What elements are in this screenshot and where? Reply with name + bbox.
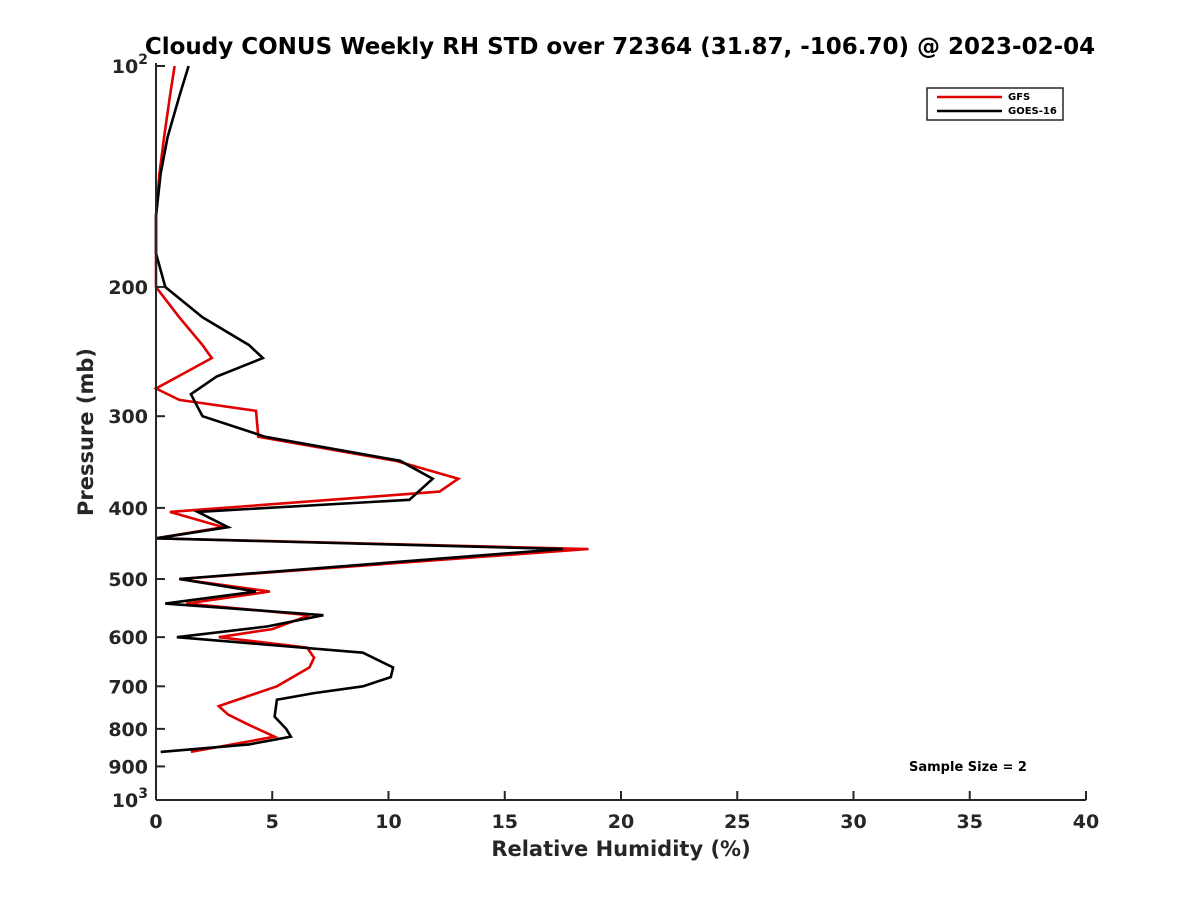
y-tick-exponent: 3 [138, 786, 148, 802]
y-tick-label: 200 [108, 277, 148, 299]
x-tick-label: 10 [375, 811, 401, 833]
y-tick-label: 500 [108, 569, 148, 591]
legend-label-gfs: GFS [1008, 92, 1030, 103]
x-tick-label: 25 [724, 811, 750, 833]
x-tick-label: 20 [608, 811, 634, 833]
x-axis-label: Relative Humidity (%) [491, 837, 750, 861]
legend: GFS GOES-16 [926, 87, 1064, 121]
x-tick-label: 30 [840, 811, 866, 833]
sample-size-annotation: Sample Size = 2 [909, 760, 1027, 775]
x-tick-label: 15 [492, 811, 518, 833]
series-line-gfs [153, 65, 589, 754]
y-axis-label: Pressure (mb) [74, 348, 98, 516]
y-tick-base: 10 [112, 56, 138, 78]
series-line-goes16 [154, 65, 564, 754]
y-tick-label: 900 [108, 756, 148, 778]
y-tick-label: 103 [112, 786, 148, 812]
y-tick-label: 400 [108, 498, 148, 520]
x-tick-label: 35 [957, 811, 983, 833]
x-tick-label: 40 [1073, 811, 1099, 833]
y-tick-label: 800 [108, 719, 148, 741]
y-tick-label: 600 [108, 627, 148, 649]
y-tick-base: 10 [112, 790, 138, 812]
legend-box [926, 87, 1064, 121]
chart-title: Cloudy CONUS Weekly RH STD over 72364 (3… [145, 34, 1095, 60]
x-ticks: 0 5 10 15 20 25 30 35 40 [149, 791, 1099, 833]
y-tick-label: 700 [108, 676, 148, 698]
y-tick-label: 300 [108, 406, 148, 428]
legend-label-goes16: GOES-16 [1008, 106, 1057, 117]
series-layer [153, 65, 589, 754]
x-tick-label: 0 [149, 811, 162, 833]
x-tick-label: 5 [266, 811, 279, 833]
y-tick-exponent: 2 [138, 52, 148, 68]
y-tick-label: 102 [112, 52, 148, 78]
